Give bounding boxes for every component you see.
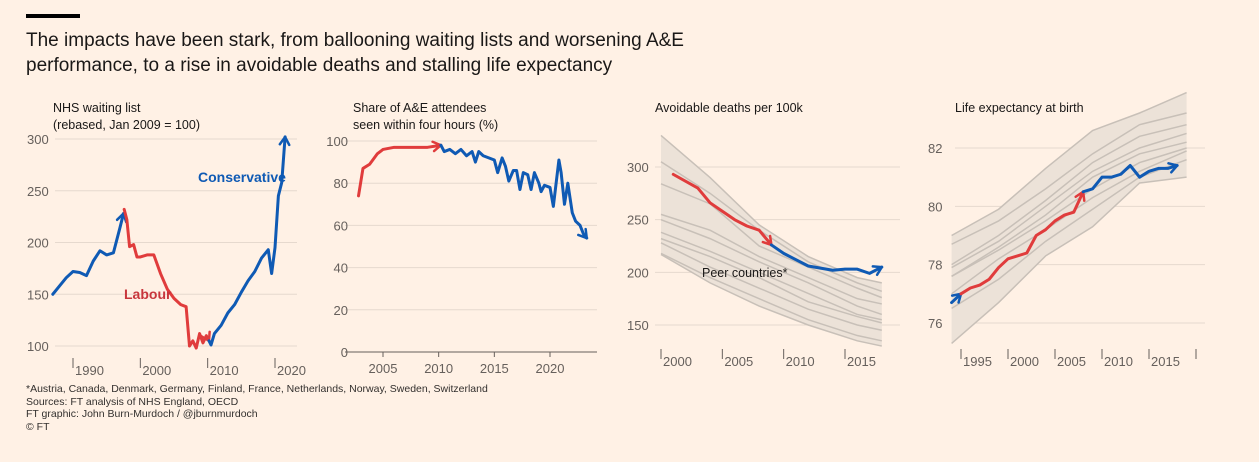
x-tick-label: 2010 bbox=[1104, 354, 1133, 369]
peer-country-line bbox=[951, 112, 1187, 245]
y-tick-label: 78 bbox=[928, 258, 942, 273]
x-tick-label: 2005 bbox=[724, 354, 753, 369]
conservative-label: Conservative bbox=[198, 169, 286, 185]
labour-label: Labour bbox=[124, 286, 172, 302]
y-tick-label: 82 bbox=[928, 141, 942, 156]
peer-range-band bbox=[951, 92, 1187, 344]
conservative-line bbox=[1081, 164, 1179, 194]
conservative-line bbox=[769, 243, 884, 275]
peer-country-line bbox=[660, 237, 882, 324]
y-tick-label: 80 bbox=[334, 176, 348, 191]
x-tick-label: 2005 bbox=[369, 361, 398, 376]
x-tick-label: 2020 bbox=[277, 363, 306, 378]
panel-waiting-list: 100 150 200 250 300 1990 2000 2010 2020 bbox=[27, 132, 306, 378]
panel-avoidable-deaths: 150 200 250 300 2000 2005 2010 2015 bbox=[627, 134, 900, 369]
y-tick-label: 300 bbox=[27, 132, 49, 147]
y-tick-label: 100 bbox=[27, 339, 49, 354]
x-tick-label: 2010 bbox=[424, 361, 453, 376]
peer-country-line bbox=[660, 134, 882, 284]
y-tick-label: 300 bbox=[627, 160, 649, 175]
panel1-subtitle: (rebased, Jan 2009 = 100) bbox=[53, 118, 200, 132]
conservative-line bbox=[51, 212, 125, 296]
panel4-title: Life expectancy at birth bbox=[955, 101, 1084, 115]
conservative-line bbox=[207, 135, 287, 347]
peer-country-line bbox=[660, 183, 883, 299]
x-tick-label: 2000 bbox=[663, 354, 692, 369]
figure-title: The impacts have been stark, from balloo… bbox=[26, 30, 684, 76]
y-tick-label: 100 bbox=[326, 134, 348, 149]
x-tick-label: 2020 bbox=[536, 361, 565, 376]
y-tick-label: 80 bbox=[928, 199, 942, 214]
panel2-subtitle: seen within four hours (%) bbox=[353, 118, 498, 132]
panel-ae-performance: 0 20 40 60 80 100 2005 2010 2015 2020 bbox=[326, 134, 597, 376]
y-tick-label: 40 bbox=[334, 261, 348, 276]
peer-country-line bbox=[951, 91, 1187, 237]
y-tick-label: 250 bbox=[27, 184, 49, 199]
peer-country-line bbox=[660, 218, 883, 316]
peer-country-line bbox=[951, 158, 1187, 310]
peer-country-line bbox=[660, 253, 882, 347]
footnote-copyright: © FT bbox=[26, 420, 50, 433]
x-tick-label: 2000 bbox=[1010, 354, 1039, 369]
y-tick-label: 150 bbox=[627, 318, 649, 333]
x-tick-label: 2015 bbox=[1151, 354, 1180, 369]
peer-country-line bbox=[660, 213, 882, 305]
y-tick-label: 150 bbox=[27, 287, 49, 302]
peer-country-line bbox=[951, 141, 1187, 277]
peer-country-line bbox=[951, 123, 1187, 266]
y-tick-label: 250 bbox=[627, 213, 649, 228]
peer-country-line bbox=[660, 161, 883, 293]
y-tick-label: 20 bbox=[334, 303, 348, 318]
y-tick-label: 76 bbox=[928, 316, 942, 331]
x-tick-label: 2000 bbox=[142, 363, 171, 378]
peer-country-line bbox=[951, 147, 1187, 277]
peer-country-line bbox=[951, 176, 1187, 344]
peer-country-line bbox=[660, 252, 882, 342]
x-tick-label: 2005 bbox=[1057, 354, 1086, 369]
x-tick-label: 1995 bbox=[963, 354, 992, 369]
x-tick-label: 2015 bbox=[480, 361, 509, 376]
footnotes: *Austria, Canada, Denmark, Germany, Finl… bbox=[26, 383, 488, 433]
conservative-arrow-icon bbox=[278, 135, 291, 147]
x-tick-label: 1990 bbox=[75, 363, 104, 378]
peer-countries-label: Peer countries* bbox=[702, 266, 788, 280]
footnote-countries: *Austria, Canada, Denmark, Germany, Finl… bbox=[26, 383, 488, 395]
labour-line bbox=[959, 190, 1085, 296]
footnote-sources: Sources: FT analysis of NHS England, OEC… bbox=[26, 395, 239, 408]
labour-line bbox=[671, 172, 773, 247]
y-tick-label: 60 bbox=[334, 218, 348, 233]
conservative-arrow-icon bbox=[1167, 162, 1179, 174]
peer-country-line bbox=[951, 132, 1187, 269]
footnote-credit: FT graphic: John Burn-Murdoch / @jburnmu… bbox=[26, 408, 258, 420]
conservative-line bbox=[439, 143, 589, 240]
conservative-arrow-icon bbox=[871, 265, 884, 277]
panel1-title: NHS waiting list bbox=[53, 101, 141, 115]
panel-life-expectancy: 76 78 80 82 1995 2000 2005 2010 2015 bbox=[928, 91, 1205, 369]
y-tick-label: 200 bbox=[27, 236, 49, 251]
peer-country-line bbox=[660, 231, 882, 321]
conservative-arrow-icon bbox=[577, 227, 588, 240]
labour-line bbox=[357, 143, 443, 198]
panel3-title: Avoidable deaths per 100k bbox=[655, 101, 804, 115]
x-tick-label: 2010 bbox=[786, 354, 815, 369]
y-tick-label: 0 bbox=[341, 345, 348, 360]
panel2-title: Share of A&E attendees bbox=[353, 101, 486, 115]
x-tick-label: 2015 bbox=[847, 354, 876, 369]
x-tick-label: 2010 bbox=[210, 363, 239, 378]
labour-line bbox=[122, 207, 211, 350]
ft-header-bar bbox=[26, 14, 80, 18]
peer-country-line bbox=[660, 242, 882, 331]
y-tick-label: 200 bbox=[627, 265, 649, 280]
